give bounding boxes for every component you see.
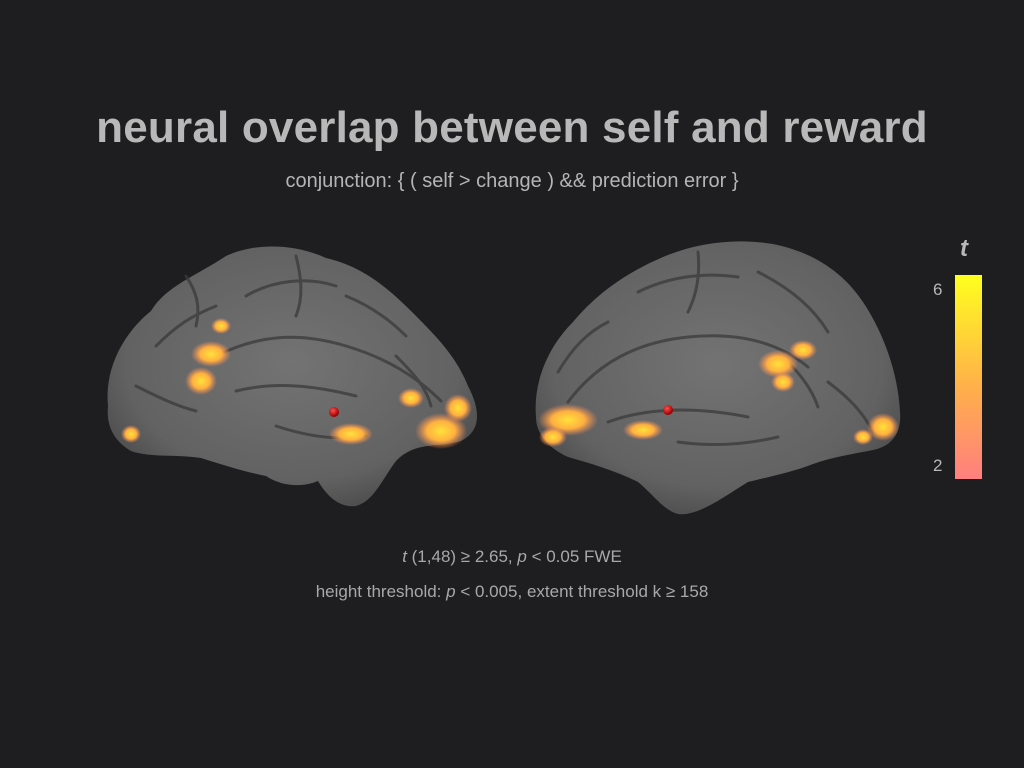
extent-threshold-value: < 0.005, extent threshold k ≥ 158 bbox=[455, 582, 709, 601]
colorbar-gradient bbox=[955, 275, 982, 479]
page-title: neural overlap between self and reward bbox=[96, 103, 928, 152]
right-marker-point bbox=[663, 405, 673, 415]
left-cortex-surface bbox=[107, 246, 478, 507]
left-activation-clusters bbox=[121, 318, 472, 449]
colorbar-min-label: 2 bbox=[933, 456, 943, 475]
left-marker-point bbox=[329, 407, 339, 417]
stats-height-extent-line: height threshold: p < 0.005, extent thre… bbox=[0, 582, 1024, 602]
stat-df-value: (1,48) ≥ 2.65, bbox=[406, 547, 518, 566]
colorbar-label: t bbox=[960, 235, 968, 262]
brain-left-hemisphere bbox=[107, 246, 478, 507]
p-symbol-2: p bbox=[446, 582, 456, 601]
p-symbol: p bbox=[517, 547, 527, 566]
stat-symbol: t bbox=[402, 547, 407, 566]
subtitle: conjunction: { ( self > change ) && pred… bbox=[285, 170, 739, 192]
stats-threshold-line: t (1,48) ≥ 2.65, p < 0.05 FWE bbox=[0, 547, 1024, 567]
left-sulci bbox=[134, 254, 443, 440]
brain-right-hemisphere bbox=[535, 241, 901, 515]
height-threshold-label: height threshold: bbox=[315, 582, 447, 601]
right-sulci bbox=[556, 250, 875, 446]
right-activation-clusters bbox=[538, 340, 899, 447]
colorbar-max-label: 6 bbox=[933, 280, 943, 299]
p-fwe-value: < 0.05 FWE bbox=[526, 547, 622, 566]
